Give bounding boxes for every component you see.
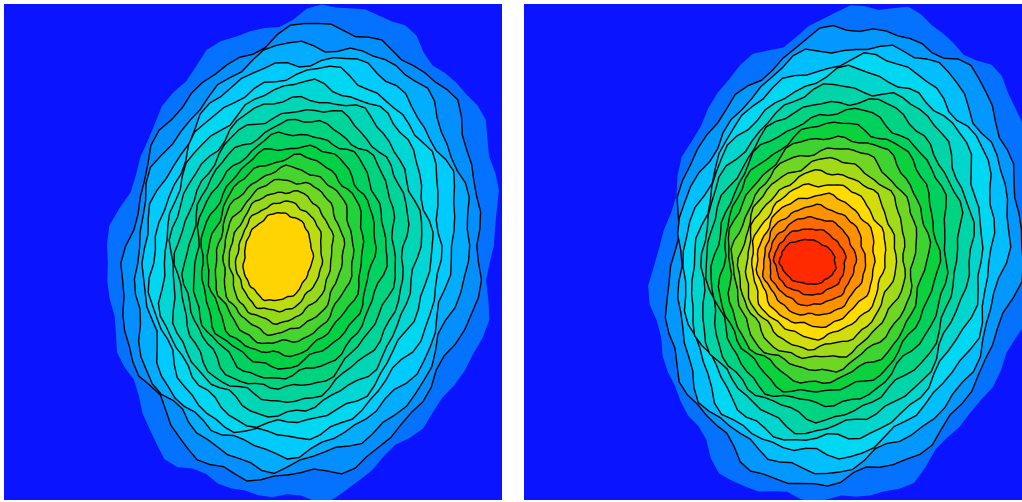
contour-svg-right [648,5,1022,500]
contour-level-16 [242,211,315,302]
contour-plot-left [4,4,502,500]
contour-svg-left [107,4,499,500]
contour-plot-right [524,4,1022,500]
contour-level-18 [778,238,837,285]
